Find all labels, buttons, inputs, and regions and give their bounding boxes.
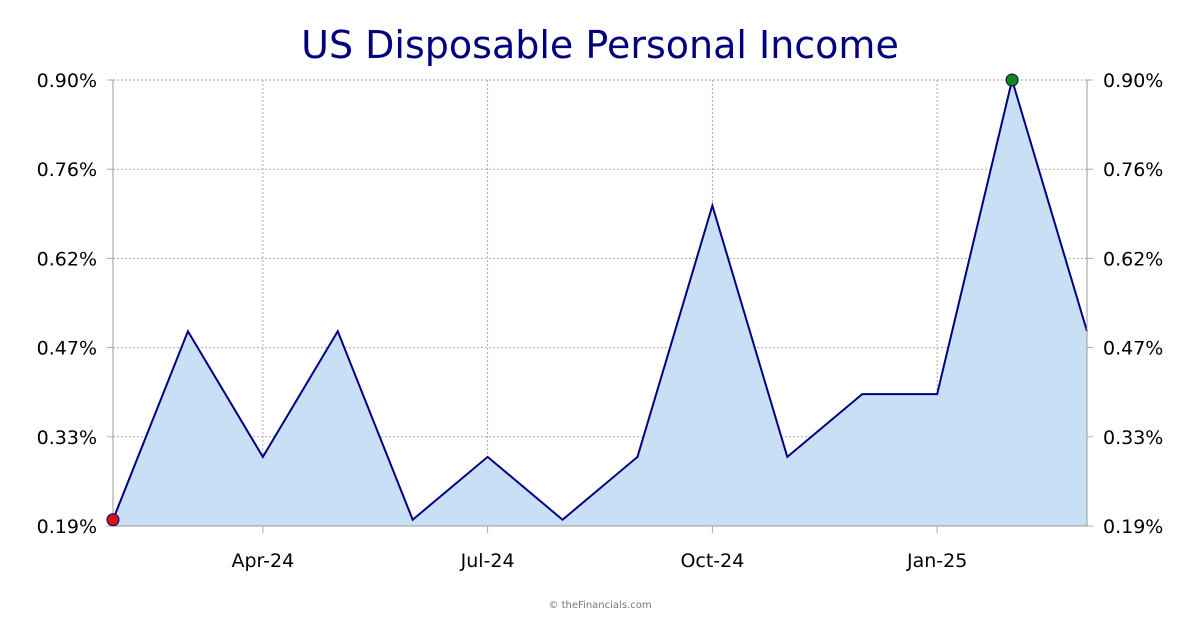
- y-tick-label-left: 0.19%: [37, 516, 97, 538]
- area-fill: [113, 80, 1087, 526]
- x-tick-label: Oct-24: [680, 550, 744, 572]
- y-tick-label-left: 0.33%: [37, 427, 97, 449]
- y-tick-label-left: 0.62%: [37, 248, 97, 270]
- data-area: [112, 76, 1088, 526]
- y-tick-label-right: 0.19%: [1103, 516, 1163, 538]
- y-tick-label-left: 0.47%: [37, 338, 97, 360]
- extreme-markers: [106, 73, 1019, 527]
- credit-text: © theFinancials.com: [548, 600, 651, 611]
- max-point-marker: [1005, 73, 1019, 87]
- y-tick-label-right: 0.33%: [1103, 427, 1163, 449]
- y-tick-label-left: 0.76%: [37, 159, 97, 181]
- chart-title: US Disposable Personal Income: [301, 23, 899, 67]
- x-tick-label: Jul-24: [460, 550, 515, 572]
- y-tick-label-right: 0.90%: [1103, 70, 1163, 92]
- plot-frame: [107, 79, 1093, 533]
- x-tick-label: Apr-24: [232, 550, 295, 572]
- series-line: [112, 76, 1088, 522]
- y-tick-label-left: 0.90%: [37, 70, 97, 92]
- y-tick-label-right: 0.47%: [1103, 338, 1163, 360]
- x-tick-label: Jan-25: [906, 550, 967, 572]
- tick-labels: 0.90% 0.90% 0.76% 0.76% 0.62% 0.62% 0.47% 0.47%…: [37, 70, 1164, 572]
- min-point-marker: [106, 513, 120, 527]
- y-tick-label-right: 0.76%: [1103, 159, 1163, 181]
- y-tick-label-right: 0.62%: [1103, 248, 1163, 270]
